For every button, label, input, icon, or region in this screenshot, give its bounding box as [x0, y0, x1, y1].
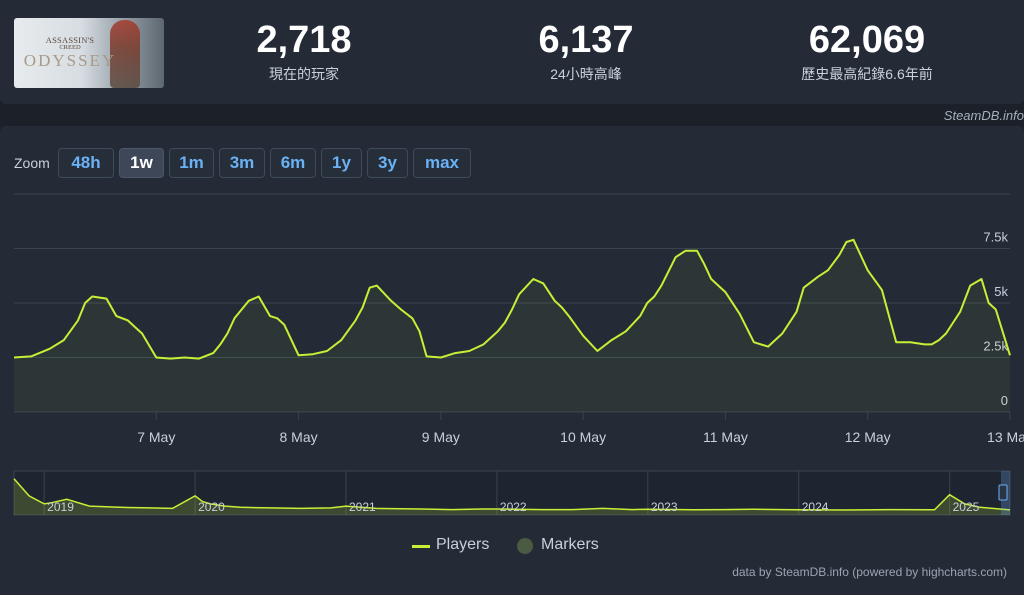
x-tick-label: 8 May — [280, 429, 318, 445]
zoom-button-1y[interactable]: 1y — [321, 148, 362, 178]
x-tick-label: 11 May — [703, 429, 748, 445]
zoom-label: Zoom — [14, 155, 50, 171]
y-tick-label: 7.5k — [983, 230, 1008, 245]
chart-credits[interactable]: data by SteamDB.info (powered by highcha… — [732, 565, 1007, 579]
x-tick-label: 7 May — [137, 429, 175, 445]
navigator-handle[interactable] — [998, 484, 1008, 501]
game-cover-image[interactable]: ASSASSIN'S CREED ODYSSEY — [14, 18, 164, 88]
navigator-year-label: 2021 — [349, 500, 376, 514]
navigator-series-line — [13, 478, 1011, 511]
navigator-year-label: 2020 — [198, 500, 225, 514]
x-tick-label: 13 May — [987, 429, 1024, 445]
players-series-line — [13, 238, 1011, 360]
navigator-year-label: 2022 — [500, 500, 527, 514]
navigator-area — [14, 478, 1010, 515]
x-tick-label: 9 May — [422, 429, 460, 445]
x-tick-label: 12 May — [845, 429, 891, 445]
stat-value: 2,718 — [256, 19, 352, 61]
navigator-year-label: 2023 — [651, 500, 678, 514]
zoom-button-6m[interactable]: 6m — [270, 148, 316, 178]
zoom-button-3y[interactable]: 3y — [367, 148, 408, 178]
stat-label: 24小時高峰 — [550, 66, 622, 82]
y-tick-label: 2.5k — [983, 339, 1008, 354]
legend-dot-swatch — [517, 538, 533, 554]
stat-label: 現在的玩家 — [269, 66, 339, 82]
stat-label: 歷史最高紀錄6.6年前 — [801, 66, 933, 82]
x-tick-label: 10 May — [560, 429, 606, 445]
navigator-frame — [13, 470, 1011, 516]
zoom-button-1m[interactable]: 1m — [169, 148, 214, 178]
y-tick-label: 0 — [1001, 393, 1008, 408]
navigator-year-label: 2024 — [802, 500, 829, 514]
cover-title-line2: CREED — [59, 44, 81, 51]
zoom-button-48h[interactable]: 48h — [58, 148, 114, 178]
legend-item-players[interactable]: Players — [412, 536, 502, 556]
cover-title-line1: ASSASSIN'S — [45, 35, 95, 45]
zoom-button-1w[interactable]: 1w — [119, 148, 164, 178]
chart-panel — [0, 126, 1024, 595]
navigator-year-label: 2019 — [47, 500, 74, 514]
stat-all-time-peak: 62,069 歷史最高紀錄6.6年前 — [757, 18, 977, 84]
stat-24h-peak: 6,137 24小時高峰 — [476, 18, 696, 84]
stats-panel: ASSASSIN'S CREED ODYSSEY 2,718 現在的玩家 6,1… — [0, 0, 1024, 104]
stat-value: 62,069 — [808, 19, 926, 61]
stat-current-players: 2,718 現在的玩家 — [194, 18, 414, 84]
legend-label: Markers — [541, 536, 599, 553]
y-tick-label: 5k — [994, 284, 1008, 299]
legend-line-swatch — [412, 545, 430, 548]
navigator-year-label: 2025 — [953, 500, 980, 514]
steamdb-watermark[interactable]: SteamDB.info — [943, 108, 1024, 123]
cover-warrior-figure — [110, 20, 140, 88]
legend-item-markers[interactable]: Markers — [517, 536, 617, 556]
legend-label: Players — [436, 536, 490, 553]
players-area — [14, 239, 1010, 412]
zoom-button-max[interactable]: max — [413, 148, 471, 178]
cover-title-line3: ODYSSEY — [23, 51, 117, 70]
stat-value: 6,137 — [538, 19, 634, 61]
zoom-button-3m[interactable]: 3m — [219, 148, 265, 178]
